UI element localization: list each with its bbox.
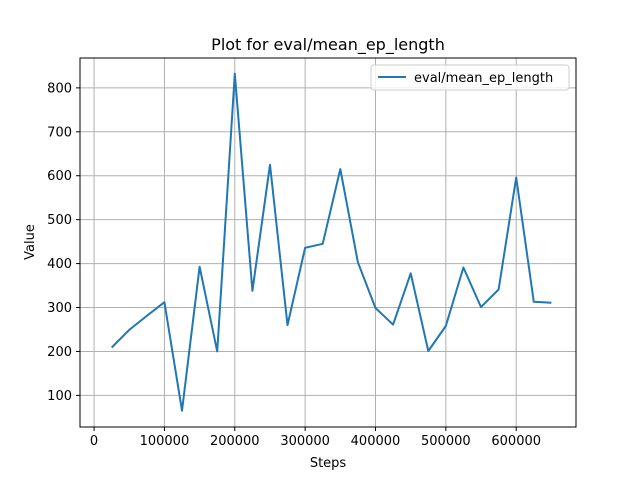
y-tick-label: 200 bbox=[47, 345, 72, 360]
x-tick-label: 400000 bbox=[351, 434, 401, 449]
x-axis-label: Steps bbox=[310, 456, 347, 471]
plot-area-frame bbox=[79, 57, 577, 428]
y-tick-label: 500 bbox=[47, 213, 72, 228]
y-axis-label: Value bbox=[23, 224, 38, 260]
x-tick-label: 300000 bbox=[280, 434, 330, 449]
x-tick-label: 100000 bbox=[140, 434, 190, 449]
x-tick-label: 500000 bbox=[421, 434, 471, 449]
legend-box bbox=[370, 64, 570, 91]
y-tick-label: 100 bbox=[47, 389, 72, 404]
series-layer bbox=[110, 72, 552, 412]
x-tick-label: 200000 bbox=[210, 434, 260, 449]
y-tick-label: 800 bbox=[47, 81, 72, 96]
y-tick-label: 700 bbox=[47, 125, 72, 140]
y-tick-label: 400 bbox=[47, 257, 72, 272]
y-axis: 100 200 300 400 500 600 700 800 bbox=[47, 81, 80, 404]
y-tick-label: 300 bbox=[47, 301, 72, 316]
y-tick-label: 600 bbox=[47, 169, 72, 184]
legend: eval/mean_ep_length bbox=[370, 64, 570, 91]
x-tick-label: 0 bbox=[90, 434, 98, 449]
legend-label: eval/mean_ep_length bbox=[414, 71, 553, 86]
chart-title: Plot for eval/mean_ep_length bbox=[211, 35, 445, 55]
series-line bbox=[110, 72, 552, 412]
x-tick-label: 600000 bbox=[491, 434, 541, 449]
grid bbox=[80, 58, 576, 427]
x-axis: 0 100000 200000 300000 400000 500000 600000 bbox=[90, 427, 541, 449]
